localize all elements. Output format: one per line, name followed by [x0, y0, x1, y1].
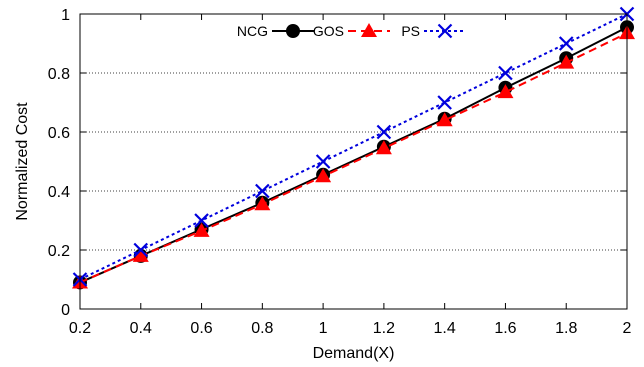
data-point-gos	[497, 84, 514, 99]
y-tick-label: 0.6	[48, 125, 70, 142]
x-tick-label: 0.6	[190, 320, 212, 337]
y-axis-title: Normalized Cost	[14, 102, 31, 221]
data-point-ps	[498, 65, 513, 81]
data-point-gos	[254, 196, 271, 211]
x-tick-label: 0.4	[130, 320, 152, 337]
x-tick-label: 0.2	[69, 320, 91, 337]
legend-marker	[437, 23, 453, 39]
data-point-gos	[558, 54, 575, 69]
legend: NCG GOS PS	[237, 23, 466, 39]
data-point-ps	[133, 242, 149, 258]
data-point-gos	[315, 168, 332, 183]
y-tick-label: 1	[61, 7, 70, 24]
legend-item-ps: PS	[401, 23, 466, 39]
legend-item-gos: GOS	[313, 23, 390, 39]
data-point-gos	[193, 222, 210, 237]
data-point-ps	[315, 154, 331, 169]
x-tick-label: 1.2	[373, 320, 395, 337]
x-tick-label: 1.4	[434, 320, 456, 337]
data-point-ps	[437, 95, 452, 110]
plot-frame	[79, 13, 628, 310]
y-tick-label: 0.4	[48, 184, 70, 201]
series-ps	[72, 6, 635, 287]
legend-label: PS	[401, 23, 420, 39]
legend-marker	[286, 24, 300, 38]
legend-marker	[361, 23, 377, 37]
y-tick-label: 0.2	[48, 243, 70, 260]
x-tick-label: 1	[319, 320, 328, 337]
series-layer	[72, 6, 635, 290]
series-line-ncg	[79, 26, 628, 284]
x-tick-label: 0.8	[251, 320, 273, 337]
legend-label: NCG	[237, 23, 268, 39]
data-point-gos	[436, 112, 453, 127]
x-axis-title: Demand(X)	[313, 345, 395, 362]
x-tick-label: 1.8	[555, 320, 577, 337]
data-point-ps	[255, 183, 270, 199]
y-tick-label: 0.8	[48, 66, 70, 83]
legend-item-ncg: NCG	[237, 23, 314, 39]
y-tick-label: 0	[61, 302, 70, 319]
axis-ticks: 00.20.40.60.810.2 0.4 0.6 0.8 1 1.2 1.4 1.6 1.8 2	[48, 7, 632, 337]
x-tick-label: 2	[623, 320, 632, 337]
data-point-gos	[375, 140, 392, 155]
legend-label: GOS	[313, 23, 344, 39]
series-gos	[72, 25, 635, 289]
data-point-gos	[132, 247, 149, 262]
data-point-ps	[376, 124, 392, 140]
data-point-ps	[194, 213, 209, 228]
series-line-gos	[79, 32, 628, 284]
x-tick-label: 1.6	[494, 320, 516, 337]
series-line-ps	[79, 13, 628, 281]
grid-lines	[80, 72, 627, 251]
data-point-ps	[558, 36, 574, 51]
